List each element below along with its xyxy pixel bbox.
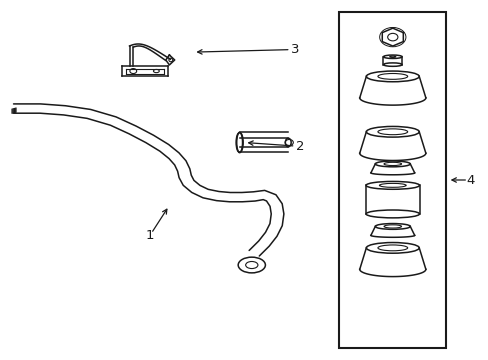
Text: 4: 4 [466, 174, 474, 186]
Text: 3: 3 [291, 43, 299, 56]
Bar [339, 12, 446, 348]
Text: 2: 2 [296, 140, 304, 153]
Text: 1: 1 [145, 229, 154, 242]
